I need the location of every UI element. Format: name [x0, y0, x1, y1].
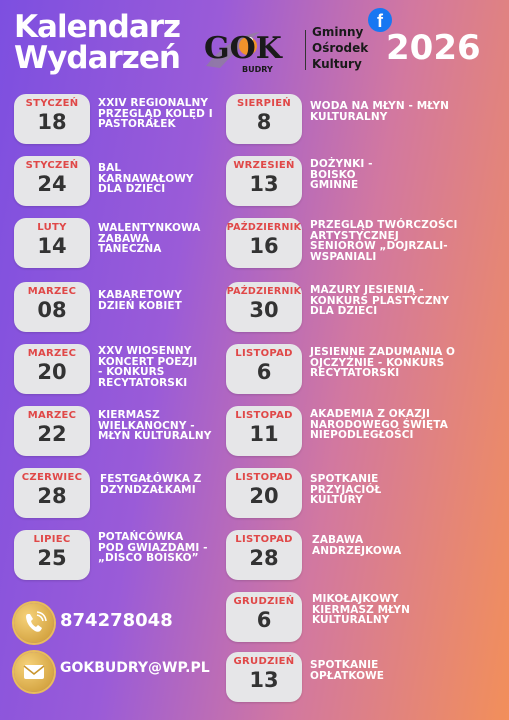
event-description: KIERMASZ WIELKANOCNY - MŁYN KULTURALNY: [98, 409, 212, 442]
event-day: 28: [37, 484, 67, 508]
event-description: XXIV REGIONALNY PRZEGLĄD KOLĘD I PASTORA…: [98, 97, 213, 130]
event-day: 22: [37, 422, 67, 446]
event-month: SIERPIEŃ: [236, 98, 292, 109]
org-line-2: Ośrodek: [312, 41, 369, 55]
event-day: 14: [37, 234, 67, 258]
event-date-card: CZERWIEC 28: [14, 468, 90, 518]
event-date-card: LISTOPAD 6: [226, 344, 302, 394]
event-day: 20: [37, 360, 67, 384]
event-description: WALENTYNKOWA ZABAWA TANECZNA: [98, 222, 201, 255]
event-description: BAL KARNAWAŁOWY DLA DZIECI: [98, 162, 194, 195]
event-day: 20: [249, 484, 279, 508]
year: 2026: [386, 28, 481, 68]
event-description: JESIENNE ZADUMANIA O OJCZYŹNIE - KONKURS…: [310, 346, 456, 379]
event-date-card: WRZESIEŃ 13: [226, 156, 302, 206]
event-description: FESTGAŁÓWKA Z DZYNDZAŁKAMI: [100, 473, 202, 496]
event-date-card: STYCZEŃ 24: [14, 156, 90, 206]
email-address[interactable]: GOKBUDRY@WP.PL: [60, 660, 210, 676]
event-day: 6: [256, 608, 272, 632]
logo-sub: BUDRY: [242, 65, 273, 74]
event-description: WODA NA MŁYN - MŁYN KULTURALNY: [310, 100, 450, 123]
event-description: DOŻYNKI - BOISKO GMINNE: [310, 158, 373, 191]
header-divider: [305, 30, 306, 70]
phone-icon: [14, 603, 54, 643]
event-month: LISTOPAD: [235, 472, 293, 483]
event-month: LISTOPAD: [235, 348, 293, 359]
event-date-card: LIPIEC 25: [14, 530, 90, 580]
event-day: 13: [249, 172, 279, 196]
gok-logo: GOK BUDRY: [204, 31, 283, 74]
event-date-card: LISTOPAD 11: [226, 406, 302, 456]
org-line-1: Gminny: [312, 25, 364, 39]
event-date-card: LUTY 14: [14, 218, 90, 268]
organization-name: Gminny Ośrodek Kultury: [312, 24, 368, 72]
event-day: 8: [256, 110, 272, 134]
page-title: Kalendarz Wydarzeń: [14, 9, 181, 76]
org-line-3: Kultury: [312, 57, 362, 71]
title-line-2: Wydarzeń: [14, 40, 181, 76]
event-day: 24: [37, 172, 67, 196]
event-month: LUTY: [37, 222, 67, 233]
event-description: SPOTKANIE PRZYJACIÓŁ KULTURY: [310, 473, 382, 506]
event-month: MARZEC: [27, 410, 77, 421]
event-date-card: MARZEC 20: [14, 344, 90, 394]
phone-number[interactable]: 874278048: [60, 610, 173, 631]
event-date-card: LISTOPAD 20: [226, 468, 302, 518]
event-month: PAŹDZIERNIK: [226, 222, 302, 233]
event-description: MAZURY JESIENIĄ - KONKURS PLASTYCZNY DLA…: [310, 284, 450, 317]
event-description: PRZEGLĄD TWÓRCZOŚCI ARTYSTYCZNEJ SENIORÓ…: [310, 219, 458, 263]
event-date-card: PAŹDZIERNIK 30: [226, 282, 302, 332]
event-month: STYCZEŃ: [25, 160, 79, 171]
event-month: MARZEC: [27, 348, 77, 359]
event-description: XXV WIOSENNY KONCERT POEZJI - KONKURS RE…: [98, 345, 198, 389]
title-line-1: Kalendarz: [14, 9, 181, 45]
event-day: 6: [256, 360, 272, 384]
event-date-card: STYCZEŃ 18: [14, 94, 90, 144]
event-date-card: LISTOPAD 28: [226, 530, 302, 580]
event-day: 25: [37, 546, 67, 570]
event-day: 28: [249, 546, 279, 570]
event-day: 08: [37, 298, 67, 322]
event-month: MARZEC: [27, 286, 77, 297]
event-month: GRUDZIEŃ: [233, 656, 295, 667]
event-month: STYCZEŃ: [25, 98, 79, 109]
event-month: CZERWIEC: [21, 472, 83, 483]
event-description: MIKOŁAJKOWY KIERMASZ MŁYN KULTURALNY: [312, 593, 410, 626]
event-date-card: GRUDZIEŃ 13: [226, 652, 302, 702]
event-date-card: PAŹDZIERNIK 16: [226, 218, 302, 268]
event-description: POTAŃCÓWKA POD GWIAZDAMI - „DISCO BOISKO…: [98, 531, 208, 564]
event-month: LISTOPAD: [235, 410, 293, 421]
facebook-icon[interactable]: f: [368, 8, 392, 32]
event-description: ZABAWA ANDRZEJKOWA: [312, 534, 402, 557]
event-day: 13: [249, 668, 279, 692]
event-month: GRUDZIEŃ: [233, 596, 295, 607]
event-date-card: MARZEC 08: [14, 282, 90, 332]
event-day: 16: [249, 234, 279, 258]
mail-icon: [14, 652, 54, 692]
event-month: WRZESIEŃ: [233, 160, 295, 171]
event-month: LISTOPAD: [235, 534, 293, 545]
event-date-card: GRUDZIEŃ 6: [226, 592, 302, 642]
event-day: 30: [249, 298, 279, 322]
event-date-card: SIERPIEŃ 8: [226, 94, 302, 144]
event-description: KABARETOWY DZIEŃ KOBIET: [98, 289, 182, 312]
event-month: PAŹDZIERNIK: [226, 286, 302, 297]
event-day: 11: [249, 422, 279, 446]
event-description: AKADEMIA Z OKAZJI NARODOWEGO ŚWIĘTA NIEP…: [310, 408, 448, 441]
event-description: SPOTKANIE OPŁATKOWE: [310, 659, 385, 682]
event-date-card: MARZEC 22: [14, 406, 90, 456]
event-month: LIPIEC: [33, 534, 71, 545]
logo-text: GOK: [204, 31, 283, 66]
event-day: 18: [37, 110, 67, 134]
